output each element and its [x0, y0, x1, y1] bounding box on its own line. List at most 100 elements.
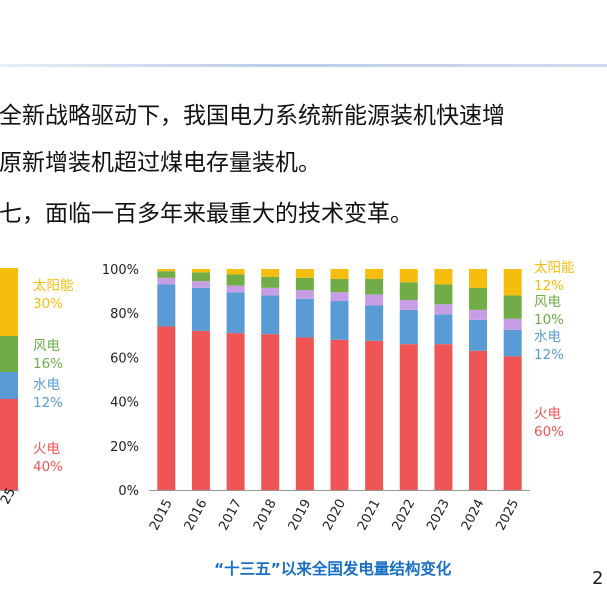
left-label-wind: 风电 16%	[33, 337, 63, 373]
bar-segment	[295, 298, 314, 338]
left-label-wind-pct: 16%	[33, 356, 64, 372]
bar-segment	[365, 278, 384, 295]
bar-segment	[503, 318, 522, 330]
bar-segment	[295, 269, 314, 278]
bar-segment	[503, 329, 522, 357]
paragraph-line-1: 全新战略驱动下，我国电力系统新能源装机快速增	[0, 103, 505, 129]
bar-segment	[399, 309, 418, 345]
paragraph-line-3: 七，面临一百多年来最重大的技术变革。	[0, 201, 413, 227]
bar-segment	[330, 269, 349, 279]
right-label-hydro-pct: 12%	[534, 347, 565, 363]
bar-segment	[434, 284, 453, 305]
bar-segment	[261, 287, 280, 296]
y-tick-label: 80%	[110, 307, 139, 322]
left-bar-solar	[0, 268, 18, 336]
left-label-thermal: 火电 40%	[33, 440, 63, 476]
bar-segment	[469, 319, 488, 351]
bar-segment	[226, 285, 245, 293]
bar-segment	[469, 269, 488, 288]
y-tick-label: 100%	[102, 263, 139, 278]
bar-segment	[295, 337, 314, 490]
right-label-wind-pct: 10%	[534, 312, 565, 328]
left-label-wind-name: 风电	[33, 338, 60, 354]
y-tick-label: 0%	[118, 484, 139, 499]
left-label-solar-name: 太阳能	[33, 278, 74, 294]
bar-segment	[503, 356, 522, 490]
bar-segment	[365, 294, 384, 306]
bar-segment	[226, 274, 245, 286]
left-label-hydro-pct: 12%	[33, 395, 64, 411]
bar-segment	[330, 292, 349, 302]
y-tick-label: 20%	[110, 440, 139, 455]
bar-segment	[399, 344, 418, 490]
bar-segment	[191, 269, 210, 273]
bar-segment	[226, 333, 245, 490]
left-bar-hydro	[0, 372, 18, 399]
bar-segment	[295, 277, 314, 290]
bar-segment	[365, 269, 384, 279]
x-tick-label: 2021	[355, 497, 384, 533]
bar-segment	[191, 330, 210, 490]
chart-caption: “十三五”以来全国发电量结构变化	[214, 560, 452, 578]
x-tick-label: 2023	[424, 497, 453, 533]
left-label-thermal-pct: 40%	[33, 459, 64, 475]
bar-segment	[295, 289, 314, 299]
x-tick-label: 2017	[216, 497, 245, 533]
left-x-axis	[0, 490, 19, 491]
left-label-solar: 太阳能 30%	[33, 277, 74, 313]
right-label-thermal-name: 火电	[534, 406, 561, 422]
bar-segment	[365, 340, 384, 490]
bar-segment	[226, 292, 245, 334]
x-tick-label: 2024	[459, 497, 488, 533]
bar-segment	[330, 278, 349, 293]
bar-segment	[226, 269, 245, 275]
bar-segment	[399, 299, 418, 310]
bar-segment	[191, 287, 210, 331]
left-bar-wind	[0, 336, 18, 372]
bar-segment	[434, 314, 453, 345]
bar-segment	[399, 269, 418, 283]
bar-segment	[503, 269, 522, 296]
bar-segment	[469, 287, 488, 310]
x-tick-label: 2022	[390, 497, 419, 533]
bar-segment	[469, 309, 488, 320]
bar-segment	[330, 339, 349, 490]
right-label-solar-pct: 12%	[534, 278, 565, 294]
right-label-solar-name: 太阳能	[534, 260, 575, 276]
y-tick-label: 60%	[110, 351, 139, 366]
x-tick-label: 2018	[251, 497, 280, 533]
bar-segment	[157, 284, 176, 327]
right-label-thermal: 火电 60%	[534, 405, 564, 441]
right-label-wind-name: 风电	[534, 294, 561, 310]
bar-segment	[157, 277, 176, 285]
paragraph-line-2: 原新增装机超过煤电存量装机。	[0, 150, 321, 176]
left-label-thermal-name: 火电	[33, 441, 60, 457]
bar-segment	[157, 269, 176, 272]
bar-segment	[261, 295, 280, 335]
header-divider	[0, 64, 607, 67]
x-tick-label: 2020	[320, 497, 349, 533]
y-tick-label: 40%	[110, 396, 139, 411]
left-bar-thermal	[0, 399, 18, 490]
bar-segment	[399, 282, 418, 300]
bar-segment	[365, 305, 384, 341]
bar-segment	[434, 304, 453, 315]
bar-segment	[191, 272, 210, 282]
bar-segment	[434, 344, 453, 490]
bar-segment	[434, 269, 453, 285]
right-label-thermal-pct: 60%	[534, 424, 565, 440]
bar-segment	[261, 269, 280, 277]
bar-segment	[261, 276, 280, 288]
x-tick-label: 2025	[493, 497, 522, 533]
bar-segment	[157, 326, 176, 490]
bar-segment	[191, 281, 210, 288]
bar-segment	[469, 350, 488, 490]
bar-segment	[330, 301, 349, 340]
x-tick-label: 2019	[286, 497, 315, 533]
left-label-hydro: 水电 12%	[33, 376, 63, 412]
bar-segment	[503, 295, 522, 319]
right-label-hydro-name: 水电	[534, 329, 561, 345]
right-label-solar: 太阳能 12%	[534, 259, 575, 295]
bar-segment	[261, 334, 280, 490]
